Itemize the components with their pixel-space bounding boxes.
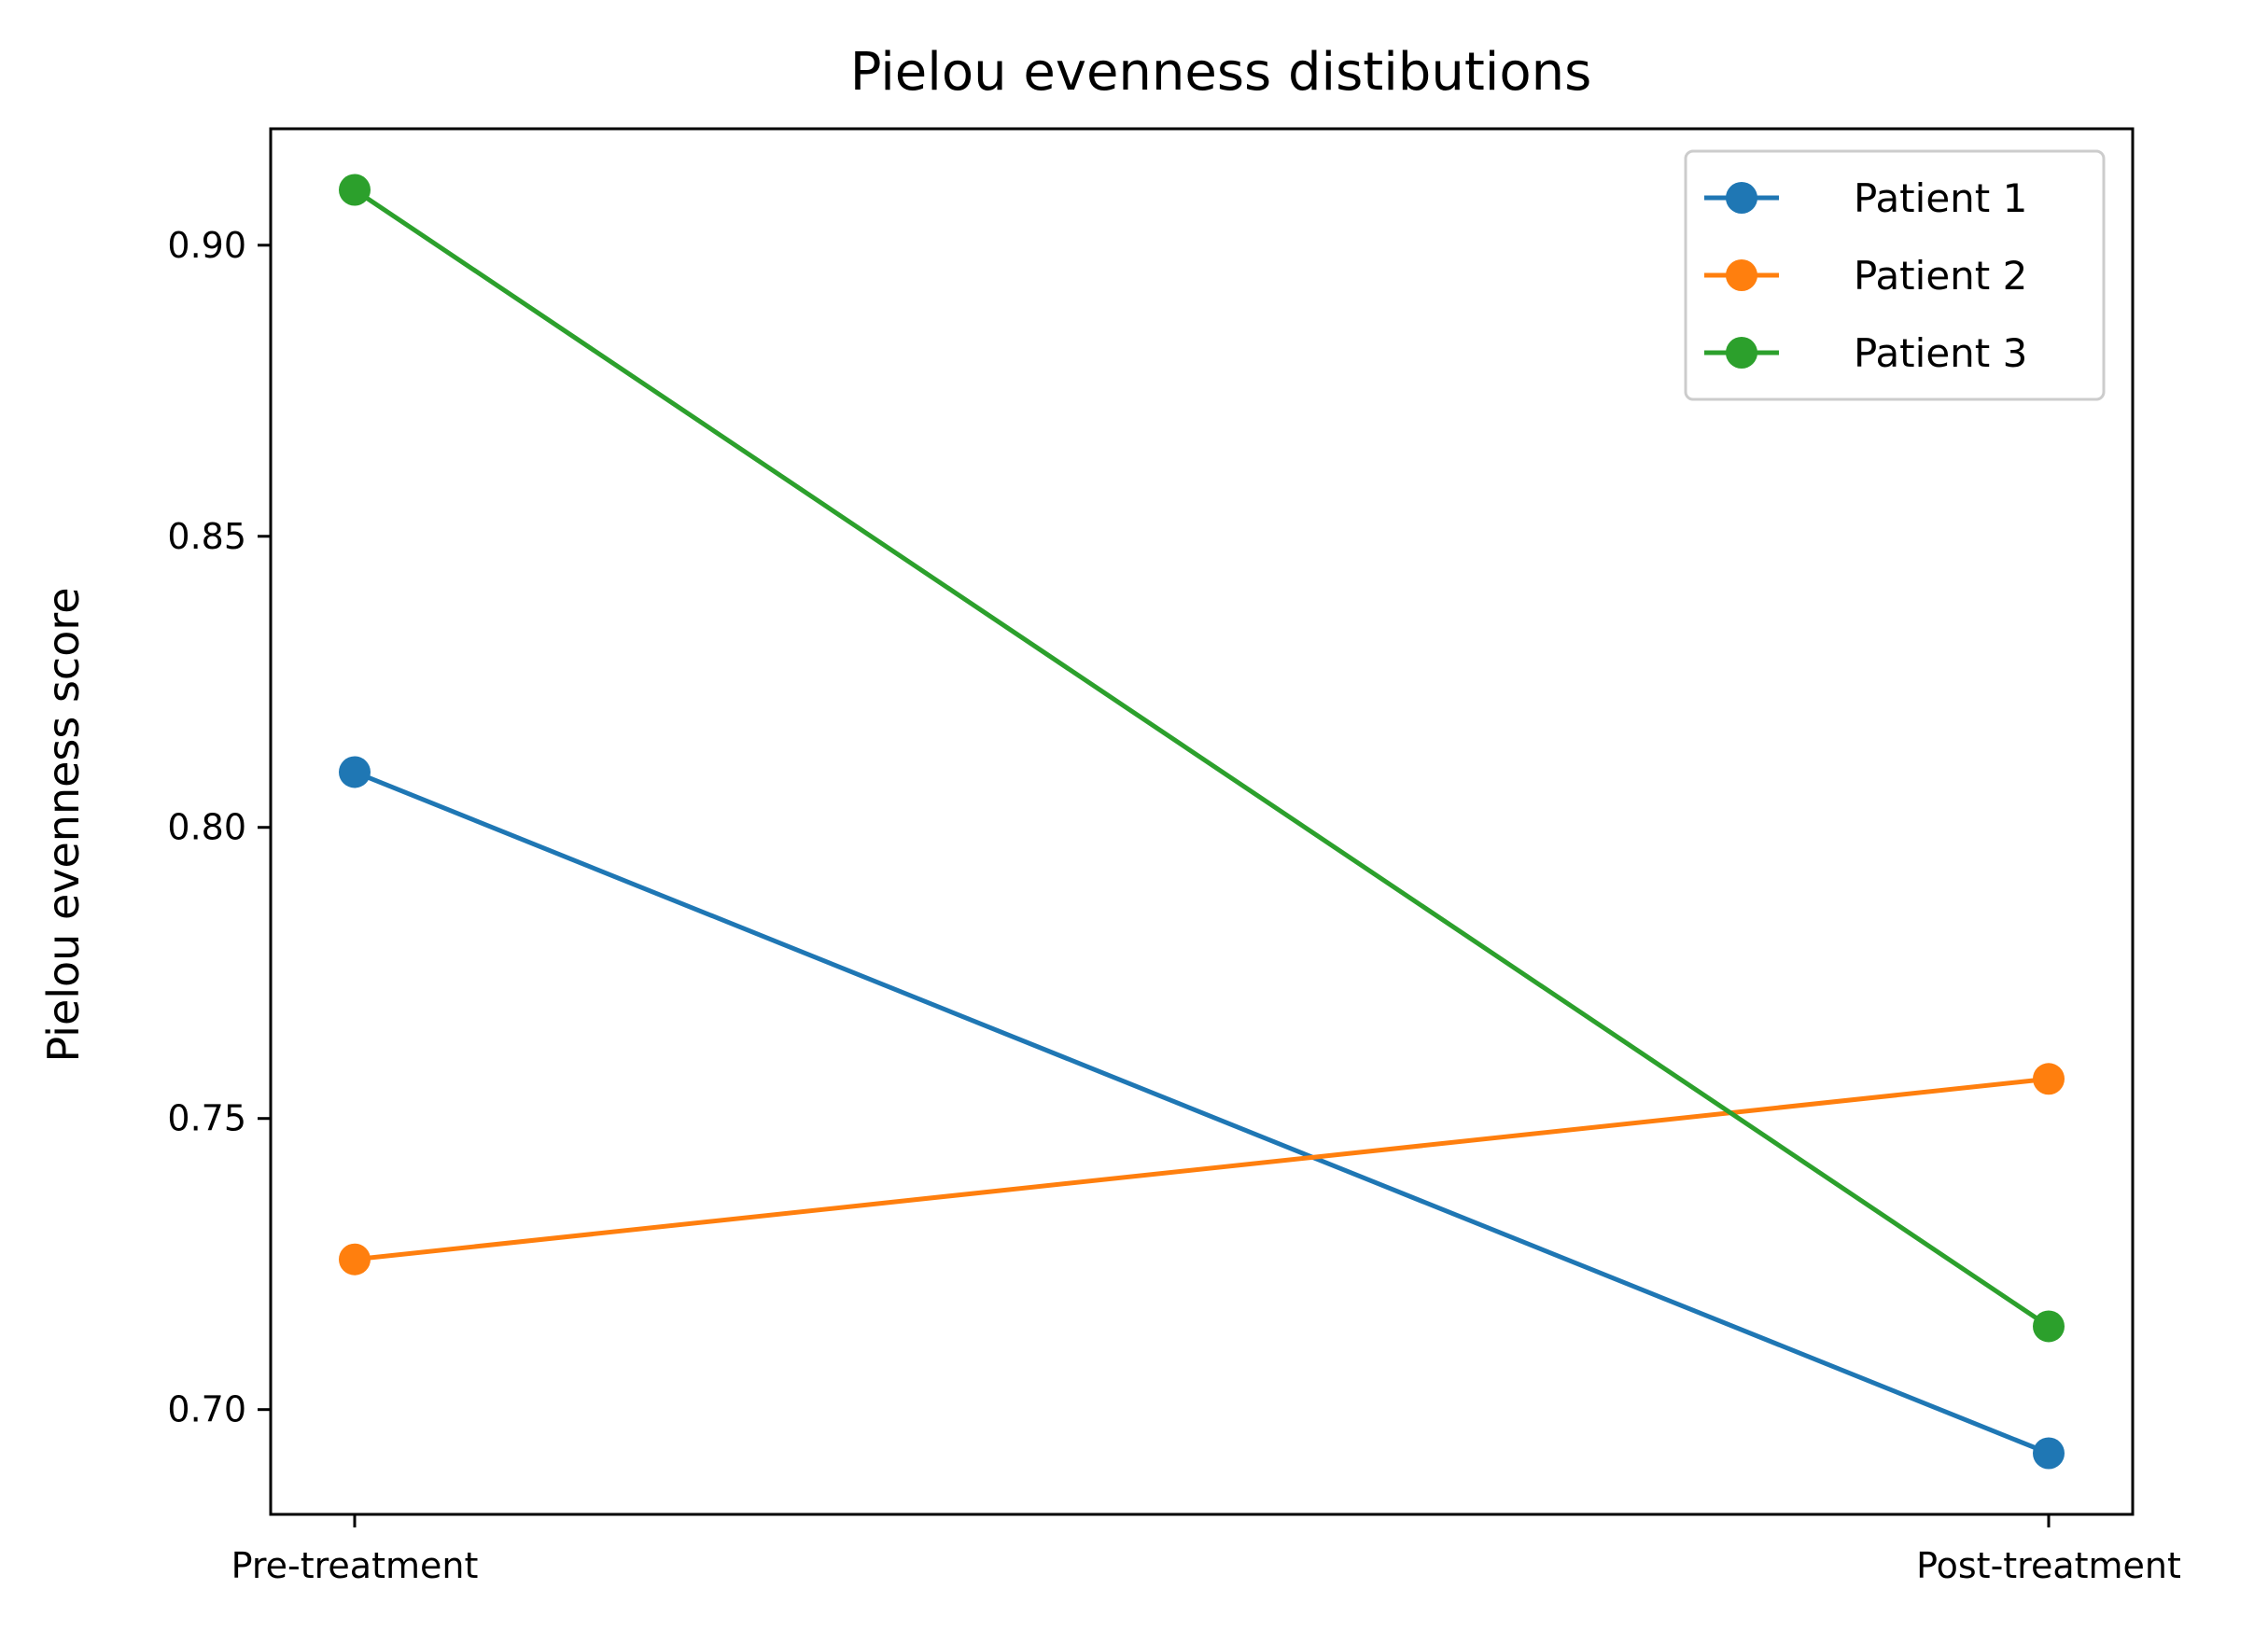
- legend-item: Patient 2: [1704, 253, 2027, 299]
- y-tick-label: 0.70: [167, 1389, 246, 1430]
- series-layer: [339, 174, 2065, 1470]
- series-2: [339, 1063, 2065, 1276]
- legend-label: Patient 3: [1854, 330, 2027, 376]
- legend-marker: [1726, 259, 1757, 291]
- data-point: [339, 1243, 371, 1276]
- legend-item: Patient 1: [1704, 175, 2027, 221]
- y-axis-title: Pielou evenness score: [38, 587, 89, 1062]
- legend-label: Patient 1: [1854, 175, 2027, 221]
- legend-marker: [1726, 337, 1757, 369]
- data-point: [339, 756, 371, 788]
- y-tick-label: 0.90: [167, 225, 246, 266]
- data-point: [2033, 1063, 2065, 1095]
- y-axis: 0.70 0.75 0.80 0.85 0.90: [167, 225, 271, 1430]
- legend-frame: [1684, 149, 2106, 401]
- legend-marker: [1726, 182, 1757, 214]
- x-axis: Pre-treatment Post-treatment: [231, 1514, 2181, 1586]
- legend-label: Patient 2: [1854, 253, 2027, 299]
- series-3: [339, 174, 2065, 1343]
- y-tick-label: 0.80: [167, 807, 246, 848]
- y-tick-label: 0.75: [167, 1098, 246, 1139]
- series-line: [354, 770, 2050, 1456]
- series-line: [354, 1076, 2050, 1262]
- data-point: [2033, 1437, 2065, 1470]
- x-tick-label: Post-treatment: [1916, 1545, 2181, 1586]
- series-line: [353, 188, 2051, 1329]
- legend: Patient 1 Patient 2 Patient 3: [1684, 149, 2106, 401]
- x-tick-label: Pre-treatment: [231, 1545, 479, 1586]
- chart-title: Pielou evenness distibutions: [850, 42, 1592, 103]
- legend-item: Patient 3: [1704, 330, 2027, 376]
- data-point: [2033, 1310, 2065, 1343]
- data-point: [339, 174, 371, 206]
- plot-area-frame: [269, 127, 2135, 1516]
- y-tick-label: 0.85: [167, 516, 246, 557]
- series-1: [339, 756, 2065, 1470]
